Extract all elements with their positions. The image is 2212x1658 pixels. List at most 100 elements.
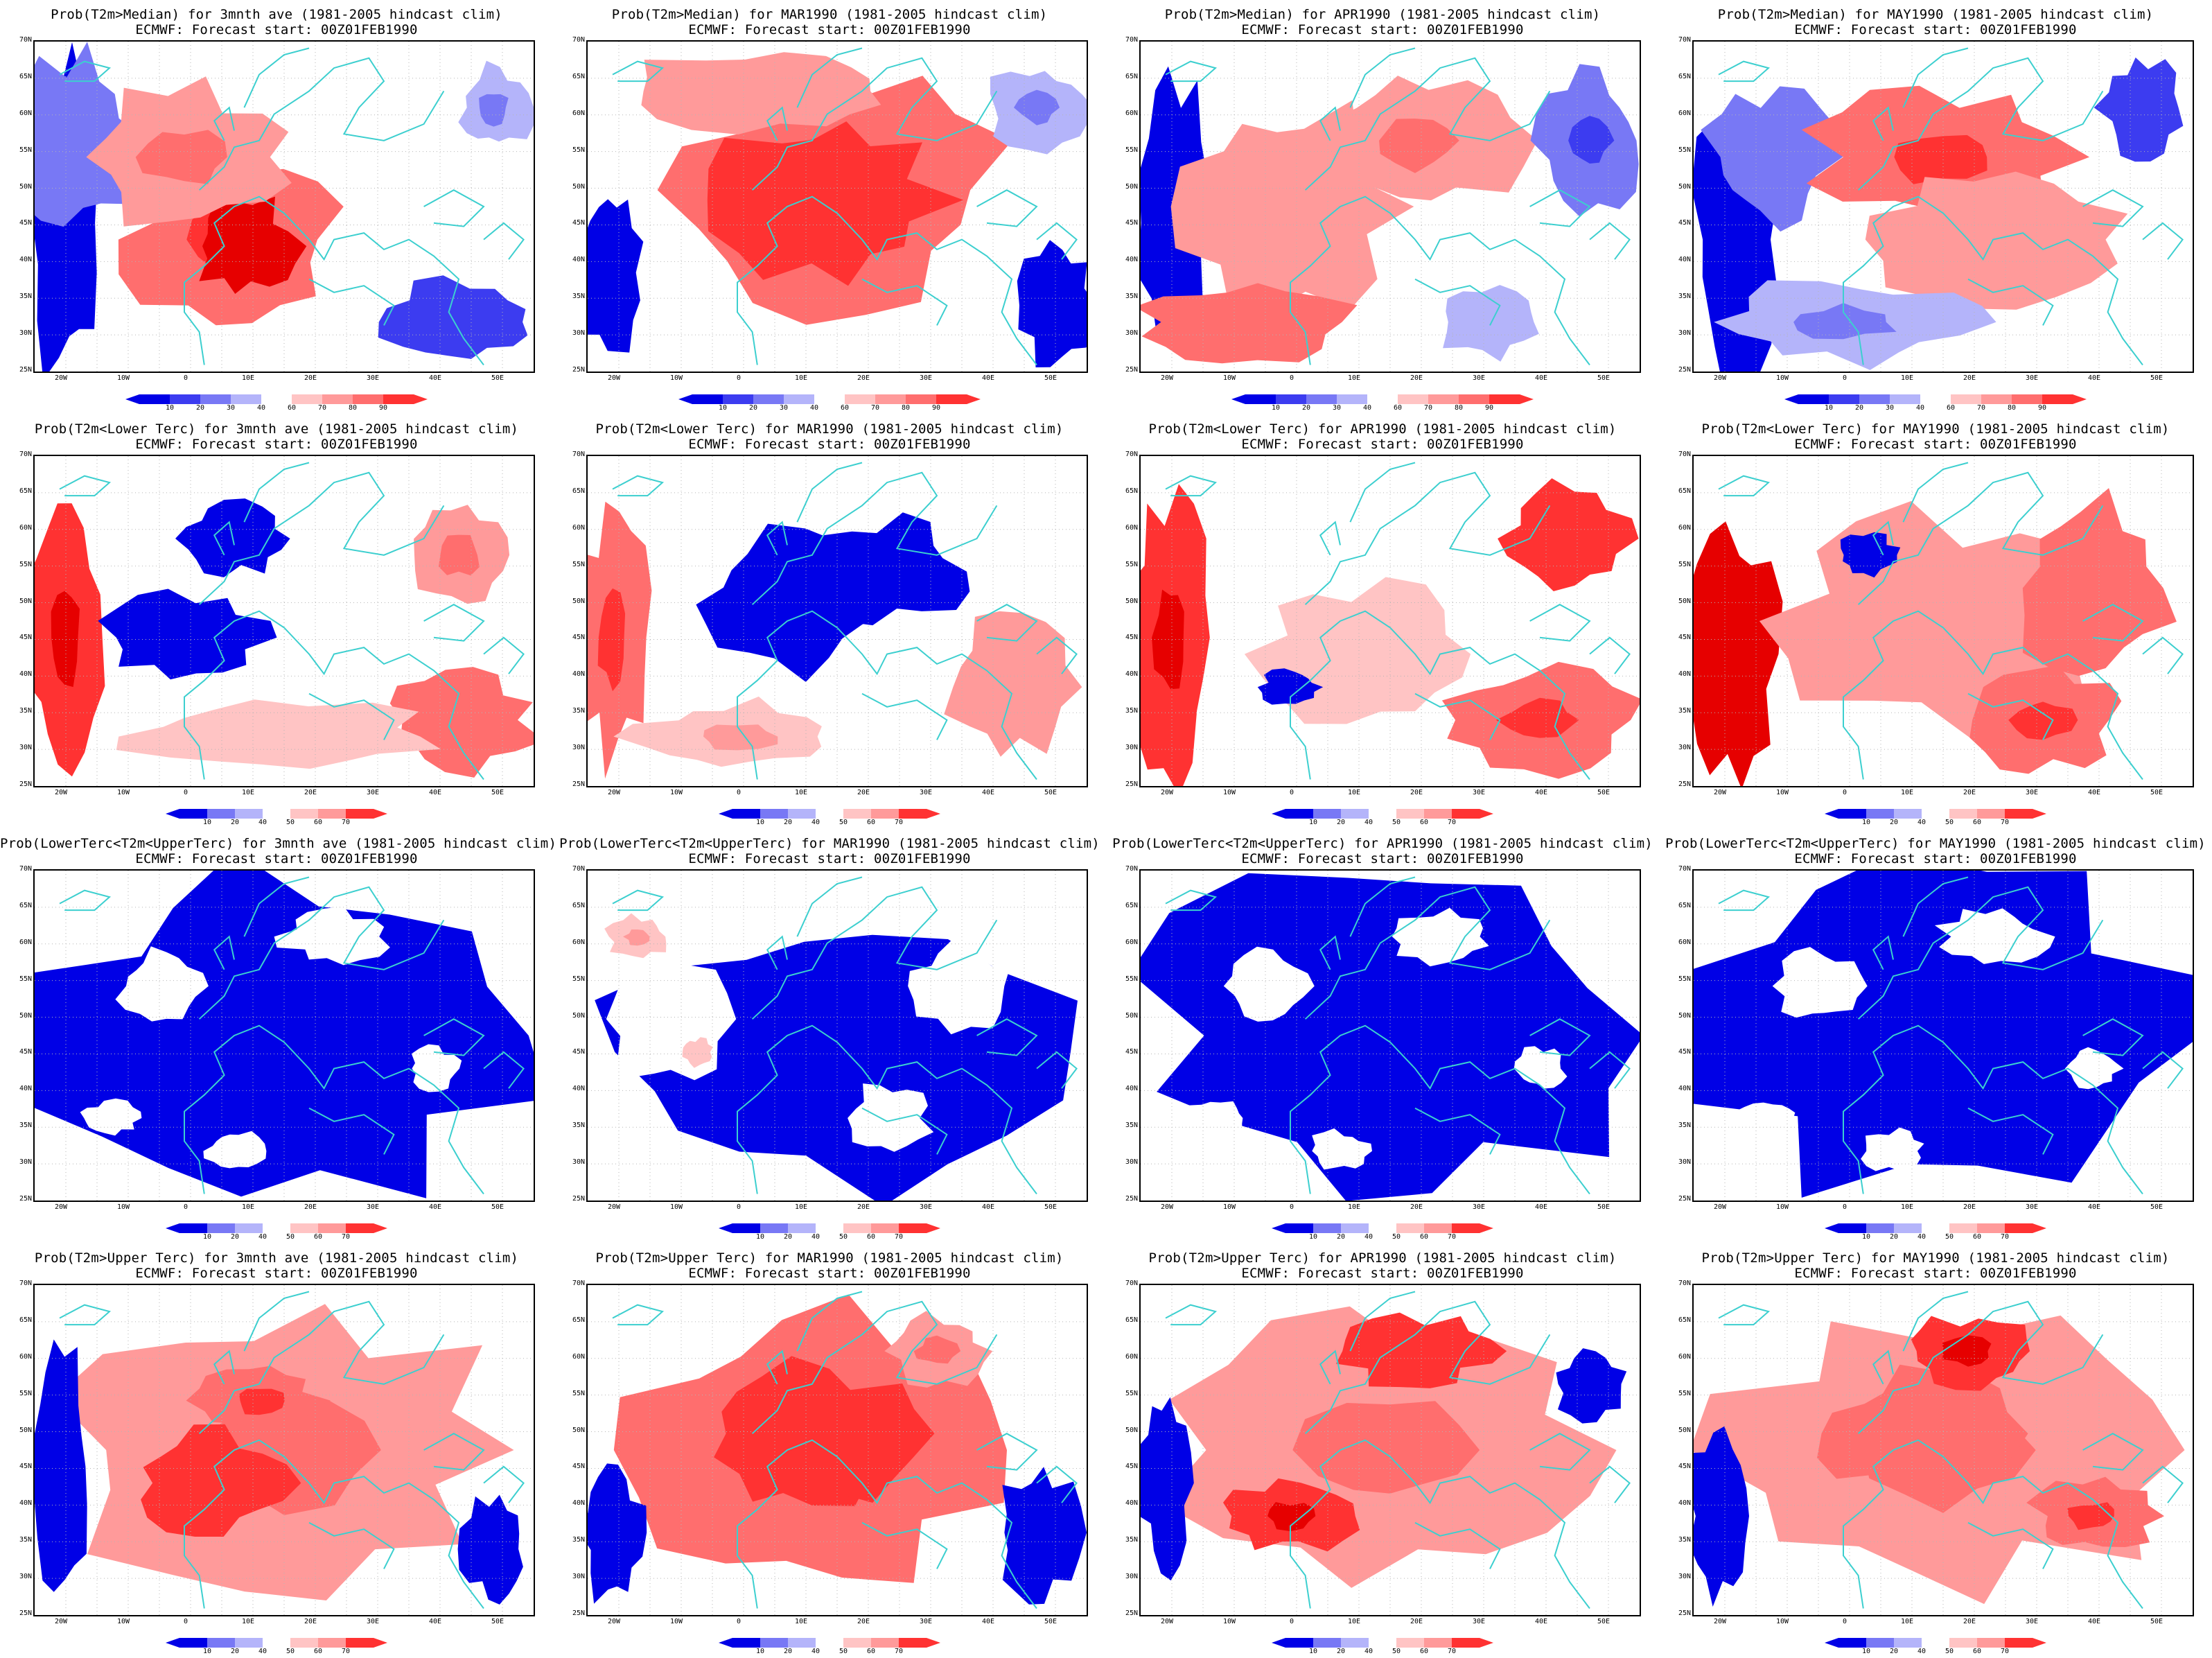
coastline <box>184 1439 484 1609</box>
longitude-label: 10W <box>1775 1203 1789 1211</box>
colorbar-tick-label: 50 <box>286 1648 295 1655</box>
coastline <box>766 521 788 556</box>
latitude-label: 50N <box>1125 1426 1138 1434</box>
longitude-label: 30E <box>366 1618 380 1625</box>
longitude-label: 40E <box>428 1203 442 1211</box>
colorbar-swatch <box>1894 809 1922 819</box>
colorbar <box>719 808 940 819</box>
latitude-label: 70N <box>1125 36 1138 44</box>
colorbar-tick-label: 10 <box>165 404 175 412</box>
colorbar-swatch <box>1949 809 1977 819</box>
colorbar-swatch <box>1922 809 1949 819</box>
colorbar-tick-label: 60 <box>313 1233 323 1241</box>
colorbar-tick-label: 50 <box>1392 1648 1401 1655</box>
coastline <box>1529 1018 1591 1056</box>
longitude-label: 40E <box>981 1618 995 1625</box>
coastline <box>1304 57 1551 191</box>
colorbar-swatch <box>843 809 871 819</box>
map-panel: Prob(LowerTerc<T2m<UpperTerc) for MAR199… <box>553 829 1106 1244</box>
longitude-label: 10W <box>116 789 130 796</box>
longitude-label: 10E <box>241 789 255 796</box>
map-plot-area <box>1139 1284 1641 1616</box>
colorbar-swatch <box>179 809 207 819</box>
coastline <box>1857 57 2104 191</box>
colorbar-tick-label: 10 <box>755 819 765 826</box>
probability-contour-core <box>1152 589 1184 690</box>
coastline <box>2142 222 2184 260</box>
panel-subtitle: ECMWF: Forecast start: 00Z01FEB1990 <box>1794 22 2077 37</box>
map-panel: Prob(LowerTerc<T2m<UpperTerc) for APR199… <box>1106 829 1659 1244</box>
coastline <box>976 189 1038 227</box>
colorbar-right-arrow <box>374 809 387 819</box>
colorbar-swatch <box>1306 394 1337 404</box>
longitude-label: 20E <box>1410 1203 1423 1211</box>
map-plot-area <box>1139 869 1641 1202</box>
longitude-label: 20W <box>1713 1618 1727 1625</box>
colorbar-left-arrow <box>1825 1638 1838 1648</box>
coastline <box>1718 475 1771 497</box>
colorbar-swatches <box>719 1638 940 1648</box>
longitude-label: 20E <box>304 1203 317 1211</box>
colorbar-swatches <box>719 1223 940 1233</box>
longitude-label: 20E <box>304 1618 317 1625</box>
coastline <box>1304 471 1551 605</box>
coastline <box>1349 876 1416 937</box>
latitude-label: 45N <box>1125 634 1138 642</box>
colorbar-right-arrow <box>1520 394 1534 404</box>
longitude-label: 0 <box>183 1618 188 1625</box>
latitude-label: 55N <box>1678 975 1691 983</box>
colorbar-swatch <box>1890 394 1920 404</box>
latitude-label: 65N <box>19 72 32 80</box>
colorbar-swatches <box>719 809 940 819</box>
latitude-label: 25N <box>1678 1195 1691 1203</box>
latitude-label: 45N <box>1678 634 1691 642</box>
panel-subtitle: ECMWF: Forecast start: 00Z01FEB1990 <box>1241 1266 1524 1281</box>
colorbar-tick-label: 40 <box>811 819 820 826</box>
colorbar-swatch <box>1341 809 1369 819</box>
longitude-label: 30E <box>919 374 933 382</box>
colorbar-swatch <box>1859 394 1890 404</box>
map-panel: Prob(T2m>Median) for MAY1990 (1981-2005 … <box>1659 0 2212 414</box>
map-plot-area <box>33 869 535 1202</box>
coastline <box>612 889 665 911</box>
colorbar-tick-label: 10 <box>1861 1233 1871 1241</box>
longitude-label: 20E <box>1410 374 1423 382</box>
probability-contour-region <box>411 1044 462 1092</box>
colorbar-swatches <box>1272 809 1493 819</box>
latitude-label: 30N <box>1125 744 1138 752</box>
colorbar-swatch <box>1951 394 1981 404</box>
probability-contour-region <box>1181 1101 1243 1138</box>
coastline <box>796 47 863 108</box>
colorbar-tick-label: 50 <box>839 1648 848 1655</box>
colorbar-swatch <box>1313 1638 1341 1648</box>
colorbar-swatch <box>788 809 816 819</box>
colorbar-left-arrow <box>719 1223 732 1233</box>
probability-contour-region <box>80 1098 142 1136</box>
longitude-label: 30E <box>919 789 933 796</box>
longitude-label: 50E <box>2150 1618 2163 1625</box>
colorbar-swatch <box>760 1638 788 1648</box>
colorbar-right-arrow <box>2033 1223 2046 1233</box>
probability-contour-region <box>908 940 1009 1035</box>
panel-subtitle: ECMWF: Forecast start: 00Z01FEB1990 <box>688 851 971 866</box>
colorbar-swatch <box>1829 394 1859 404</box>
coastline <box>59 475 112 497</box>
coastline <box>1843 1024 2143 1195</box>
colorbar-tick-label: 50 <box>286 1233 295 1241</box>
colorbar-swatch <box>784 394 814 404</box>
longitude-label: 0 <box>1289 1618 1294 1625</box>
probability-field <box>588 1285 1087 1615</box>
latitude-label: 50N <box>572 597 585 605</box>
colorbar-tick-label: 50 <box>1945 1233 1954 1241</box>
colorbar-tick-label: 80 <box>2007 404 2017 412</box>
probability-contour-region <box>1141 1397 1194 1581</box>
coastline <box>1319 1350 1341 1385</box>
panel-title: Prob(LowerTerc<T2m<UpperTerc) for APR199… <box>1112 836 1653 851</box>
longitude-label: 10E <box>1900 789 1914 796</box>
colorbar-swatches <box>1231 394 1534 404</box>
colorbar-tick-label: 90 <box>931 404 941 412</box>
latitude-label: 55N <box>1125 146 1138 154</box>
colorbar-right-arrow <box>374 1223 387 1233</box>
longitude-label: 50E <box>2150 374 2163 382</box>
map-panel: Prob(LowerTerc<T2m<UpperTerc) for 3mnth … <box>0 829 556 1244</box>
